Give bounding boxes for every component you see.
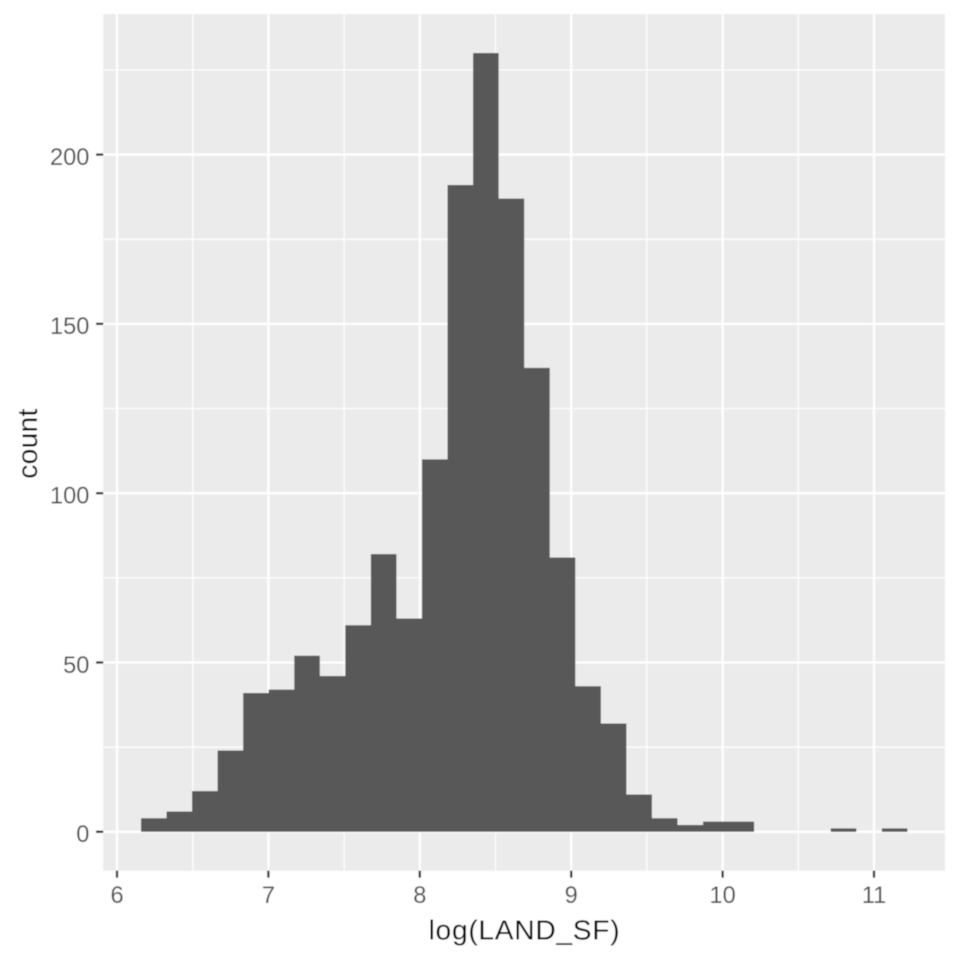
svg-text:0: 0: [76, 822, 89, 848]
svg-text:50: 50: [63, 653, 89, 679]
svg-text:log(LAND_SF): log(LAND_SF): [429, 913, 620, 945]
svg-text:100: 100: [50, 483, 89, 509]
svg-text:10: 10: [709, 883, 735, 909]
svg-text:6: 6: [110, 883, 123, 909]
svg-text:200: 200: [50, 145, 89, 171]
svg-text:11: 11: [862, 883, 887, 909]
svg-text:9: 9: [565, 883, 578, 909]
svg-text:7: 7: [262, 883, 275, 909]
svg-text:8: 8: [413, 883, 426, 909]
svg-text:150: 150: [50, 314, 89, 340]
svg-text:count: count: [11, 409, 43, 479]
